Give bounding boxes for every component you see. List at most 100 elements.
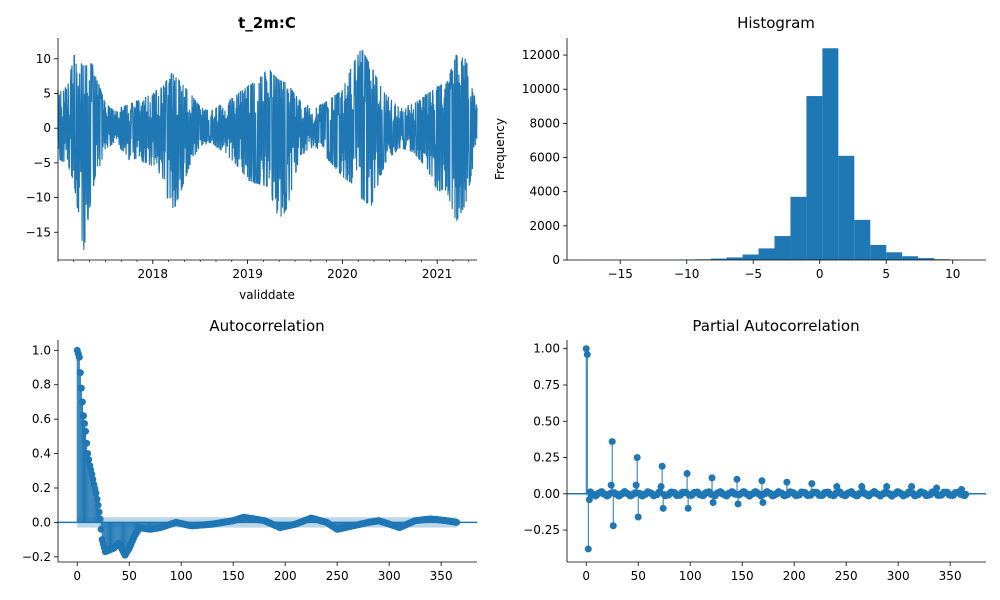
y-tick-label: 12000: [522, 48, 560, 62]
x-tick-label: 250: [326, 569, 349, 583]
x-tick-label: −5: [744, 267, 762, 281]
x-tick-label: 5: [882, 267, 890, 281]
pacf-marker: [833, 483, 841, 491]
histogram-bar: [854, 219, 871, 260]
pacf-marker: [585, 496, 593, 504]
timeseries-x-ticks: 2018 2019 2020 2021: [57, 260, 470, 281]
acf-title: Autocorrelation: [209, 317, 324, 335]
pacf-x-ticks: 0 50 100 150 200 250 300 350: [582, 562, 962, 583]
x-tick-label: 2020: [327, 267, 358, 281]
pacf-marker: [758, 477, 766, 485]
pacf-marker: [609, 522, 617, 530]
timeseries-plot-area: [57, 49, 478, 250]
histogram-bar: [822, 48, 839, 260]
acf-marker: [94, 501, 102, 509]
pacf-marker: [908, 483, 916, 491]
pacf-marker: [962, 490, 970, 498]
acf-marker: [453, 518, 461, 526]
pacf-marker: [658, 462, 666, 470]
x-tick-label: −10: [674, 267, 699, 281]
x-tick-label: 300: [887, 569, 910, 583]
acf-y-ticks: −0.2 0.0 0.2 0.4 0.6 0.8 1.0: [22, 343, 58, 564]
pacf-marker: [759, 499, 767, 507]
histogram-title: Histogram: [737, 14, 815, 32]
histogram-bar: [710, 258, 727, 260]
acf-marker: [96, 515, 104, 523]
acf-marker: [79, 412, 87, 420]
pacf-marker: [734, 500, 742, 508]
timeseries-x-label: validdate: [239, 288, 295, 302]
histogram-bar: [742, 254, 759, 260]
pacf-marker: [583, 351, 591, 359]
y-tick-label: −15: [26, 225, 51, 239]
acf-marker: [84, 450, 92, 458]
x-tick-label: 150: [731, 569, 754, 583]
acf-marker: [77, 384, 85, 392]
pacf-marker: [708, 474, 716, 482]
histogram-bar: [870, 244, 887, 260]
acf-marker: [93, 495, 101, 503]
x-tick-label: 50: [122, 569, 137, 583]
y-tick-label: 8000: [529, 116, 560, 130]
x-tick-label: 350: [939, 569, 962, 583]
y-tick-label: 6000: [529, 151, 560, 165]
acf-marker: [76, 369, 84, 377]
pacf-title: Partial Autocorrelation: [692, 317, 859, 335]
y-tick-label: 0: [552, 253, 560, 267]
pacf-marker: [783, 478, 791, 486]
x-tick-label: 100: [679, 569, 702, 583]
pacf-marker: [657, 483, 665, 491]
histogram-bar: [758, 248, 775, 260]
x-tick-label: 2018: [138, 267, 169, 281]
pacf-marker: [958, 485, 966, 493]
x-tick-label: 2019: [232, 267, 263, 281]
pacf-marker: [632, 481, 640, 489]
pacf-panel: Partial Autocorrelation 0 50 100 150 200 250 3…: [523, 317, 986, 583]
pacf-marker: [709, 499, 717, 507]
pacf-marker: [659, 504, 667, 512]
y-tick-label: 0.6: [32, 412, 51, 426]
y-tick-label: 0: [43, 121, 51, 135]
y-tick-label: 10000: [522, 82, 560, 96]
pacf-marker: [608, 438, 616, 446]
y-tick-label: 0.0: [32, 515, 51, 529]
histogram-bar: [886, 252, 903, 260]
acf-marker: [83, 439, 91, 447]
pacf-marker: [584, 545, 592, 553]
pacf-marker: [883, 483, 891, 491]
x-tick-label: 10: [945, 267, 960, 281]
temperature-series-line: [57, 49, 478, 250]
pacf-y-ticks: −0.25 0.00 0.25 0.50 0.75 1.00: [523, 342, 567, 537]
pacf-marker: [684, 504, 692, 512]
histogram-bar: [790, 196, 807, 260]
pacf-marker: [634, 513, 642, 521]
y-tick-label: 0.2: [32, 481, 51, 495]
y-tick-label: 0.00: [533, 487, 560, 501]
acf-marker: [75, 353, 83, 361]
y-tick-label: −0.2: [22, 550, 51, 564]
pacf-marker: [933, 484, 941, 492]
y-tick-label: 4000: [529, 185, 560, 199]
x-tick-label: 200: [274, 569, 297, 583]
pacf-marker: [607, 481, 615, 489]
acf-marker: [85, 456, 93, 464]
x-tick-label: −15: [608, 267, 633, 281]
y-tick-label: −10: [26, 191, 51, 205]
histogram-y-ticks: 0 2000 4000 6000 8000 10000 12000: [522, 48, 567, 267]
timeseries-panel: t_2m:C 2018 2019 2020 2021 10 5 0 −5 −10 −15 val…: [26, 14, 478, 302]
histogram-bar: [774, 236, 791, 260]
pacf-marker: [808, 480, 816, 488]
acf-marker: [95, 508, 103, 516]
pacf-marker: [582, 345, 590, 353]
y-tick-label: 1.0: [32, 343, 51, 357]
y-tick-label: 2000: [529, 219, 560, 233]
y-tick-label: 0.75: [533, 378, 560, 392]
x-tick-label: 0: [582, 569, 590, 583]
histogram-panel: Histogram −15 −10 −5 0 5 10 0 2000 4000 6000 8000…: [493, 14, 986, 281]
y-tick-label: −0.25: [523, 523, 560, 537]
histogram-y-label: Frequency: [493, 118, 507, 180]
acf-marker: [78, 398, 86, 406]
acf-plot-area: [58, 346, 477, 559]
x-tick-label: 200: [783, 569, 806, 583]
